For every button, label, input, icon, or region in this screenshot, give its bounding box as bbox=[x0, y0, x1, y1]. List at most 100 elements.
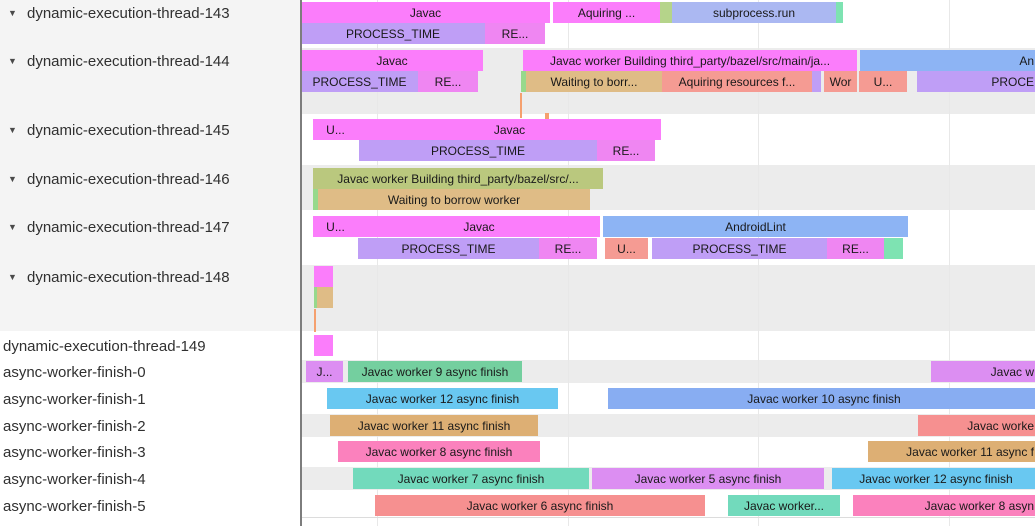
slice-label: U... bbox=[617, 241, 636, 256]
track-name-text: async-worker-finish-0 bbox=[3, 363, 146, 381]
slice-javac-worker-building-third-party-bazel-src[interactable]: Javac worker Building third_party/bazel/… bbox=[313, 168, 603, 189]
sidebar-track-label[interactable]: ▼ dynamic-execution-thread-147 bbox=[0, 217, 298, 237]
sidebar-track-label[interactable]: async-worker-finish-4 bbox=[0, 469, 301, 489]
slice-aquiring-resources-f[interactable]: Aquiring resources f... bbox=[662, 71, 812, 92]
collapse-triangle-icon[interactable]: ▼ bbox=[8, 56, 17, 66]
slice-label: Javac worker 12 async finish bbox=[365, 391, 520, 406]
slice-label: U... bbox=[326, 122, 345, 137]
slice-process-time[interactable]: PROCESS_TIME bbox=[301, 71, 418, 92]
gridline bbox=[949, 0, 950, 526]
slice-segment[interactable] bbox=[836, 2, 843, 23]
instant-marker[interactable] bbox=[520, 93, 522, 118]
slice-segment[interactable] bbox=[812, 71, 821, 92]
track-name-text: dynamic-execution-thread-144 bbox=[27, 52, 230, 70]
slice-re[interactable]: RE... bbox=[539, 238, 597, 259]
slice-label: Javac bbox=[409, 5, 442, 20]
slice-label: Javac worker Building third_party/bazel/… bbox=[549, 53, 831, 68]
slice-javac-worker-12-async-finish[interactable]: Javac worker 12 async finish bbox=[832, 468, 1035, 489]
collapse-triangle-icon[interactable]: ▼ bbox=[8, 222, 17, 232]
track-name-text: async-worker-finish-1 bbox=[3, 390, 146, 408]
slice-javac-worker-8-asyn[interactable]: Javac worker 8 asyn bbox=[853, 495, 1035, 516]
collapse-triangle-icon[interactable]: ▼ bbox=[8, 125, 17, 135]
slice-segment[interactable] bbox=[313, 189, 319, 210]
slice-process-time[interactable]: PROCESS_TIME bbox=[652, 238, 827, 259]
slice-label: Javac worker 12 async finish bbox=[859, 471, 1013, 486]
instant-marker[interactable] bbox=[314, 309, 316, 332]
sidebar-track-label[interactable]: async-worker-finish-5 bbox=[0, 496, 301, 516]
slice-j[interactable]: J... bbox=[306, 361, 343, 382]
slice-javac-worker-7-async-finish[interactable]: Javac worker 7 async finish bbox=[353, 468, 589, 489]
slice-javac-worker-11-async-f[interactable]: Javac worker 11 async f bbox=[868, 441, 1035, 462]
slice-re[interactable]: RE... bbox=[827, 238, 884, 259]
slice-proce[interactable]: PROCE bbox=[917, 71, 1035, 92]
collapse-triangle-icon[interactable]: ▼ bbox=[8, 174, 17, 184]
slice-segment[interactable] bbox=[317, 287, 333, 308]
slice-waiting-to-borrow-worker[interactable]: Waiting to borrow worker bbox=[318, 189, 590, 210]
sidebar-track-label[interactable]: ▼ dynamic-execution-thread-143 bbox=[0, 3, 298, 23]
slice-u[interactable]: U... bbox=[859, 71, 907, 92]
slice-label: Aquiring ... bbox=[577, 5, 636, 20]
slice-javac-worker-8-async-finish[interactable]: Javac worker 8 async finish bbox=[338, 441, 540, 462]
sidebar-track-label[interactable]: dynamic-execution-thread-149 bbox=[0, 336, 301, 356]
slice-re[interactable]: RE... bbox=[485, 23, 545, 44]
slice-process-time[interactable]: PROCESS_TIME bbox=[358, 238, 539, 259]
slice-androidlint[interactable]: AndroidLint bbox=[603, 216, 908, 237]
slice-javac-worke[interactable]: Javac worke bbox=[918, 415, 1035, 436]
slice-an[interactable]: An bbox=[860, 50, 1035, 71]
sidebar-track-label[interactable]: ▼ dynamic-execution-thread-145 bbox=[0, 120, 298, 140]
sidebar-track-label[interactable]: async-worker-finish-3 bbox=[0, 442, 301, 462]
slice-label: Javac bbox=[376, 53, 408, 68]
slice-re[interactable]: RE... bbox=[597, 140, 655, 161]
slice-javac[interactable]: Javac bbox=[301, 2, 550, 23]
slice-javac-worker-10-async-finish[interactable]: Javac worker 10 async finish bbox=[608, 388, 1035, 409]
slice-segment[interactable] bbox=[314, 266, 333, 287]
slice-u[interactable]: U... bbox=[313, 216, 358, 237]
slice-label: Javac worker Building third_party/bazel/… bbox=[337, 171, 579, 186]
track-name-text: dynamic-execution-thread-149 bbox=[3, 337, 206, 355]
slice-label: U... bbox=[326, 219, 345, 234]
slice-u[interactable]: U... bbox=[313, 119, 358, 140]
slice-process-time[interactable]: PROCESS_TIME bbox=[359, 140, 597, 161]
sidebar-track-label[interactable]: ▼ dynamic-execution-thread-148 bbox=[0, 267, 298, 287]
slice-label: Javac bbox=[493, 122, 526, 137]
sidebar-track-label[interactable]: async-worker-finish-0 bbox=[0, 362, 301, 382]
slice-u[interactable]: U... bbox=[605, 238, 648, 259]
slice-javac[interactable]: Javac bbox=[358, 216, 600, 237]
timeline[interactable]: Javac Aquiring ... subprocess.run PROCESS_T… bbox=[301, 0, 1035, 526]
slice-segment[interactable] bbox=[521, 71, 527, 92]
slice-wor[interactable]: Wor bbox=[824, 71, 857, 92]
sidebar-track-label[interactable]: async-worker-finish-1 bbox=[0, 389, 301, 409]
sidebar-track-label[interactable]: ▼ dynamic-execution-thread-146 bbox=[0, 169, 298, 189]
slice-segment[interactable] bbox=[314, 335, 333, 356]
sidebar-track-label[interactable]: async-worker-finish-2 bbox=[0, 416, 301, 436]
sidebar-thread-group-background bbox=[0, 0, 300, 331]
instant-marker[interactable] bbox=[545, 113, 549, 119]
collapse-triangle-icon[interactable]: ▼ bbox=[8, 8, 17, 18]
slice-label: Javac worke bbox=[967, 418, 1034, 433]
slice-javac-worker-6-async-finish[interactable]: Javac worker 6 async finish bbox=[375, 495, 705, 516]
slice-aquiring[interactable]: Aquiring ... bbox=[553, 2, 660, 23]
slice-javac[interactable]: Javac bbox=[358, 119, 661, 140]
slice-javac-worker[interactable]: Javac worker... bbox=[728, 495, 840, 516]
collapse-triangle-icon[interactable]: ▼ bbox=[8, 272, 17, 282]
slice-javac-worker-12-async-finish[interactable]: Javac worker 12 async finish bbox=[327, 388, 558, 409]
sidebar-timeline-divider[interactable] bbox=[300, 0, 302, 526]
slice-javac-w[interactable]: Javac w bbox=[931, 361, 1035, 382]
slice-label: Javac w bbox=[990, 364, 1034, 379]
slice-javac-worker-11-async-finish[interactable]: Javac worker 11 async finish bbox=[330, 415, 538, 436]
slice-waiting-to-borr[interactable]: Waiting to borr... bbox=[526, 71, 662, 92]
gridline bbox=[377, 0, 378, 526]
slice-process-time[interactable]: PROCESS_TIME bbox=[301, 23, 485, 44]
slice-subprocess-run[interactable]: subprocess.run bbox=[672, 2, 836, 23]
slice-label: Javac bbox=[463, 219, 495, 234]
slice-re[interactable]: RE... bbox=[418, 71, 478, 92]
slice-javac[interactable]: Javac bbox=[301, 50, 483, 71]
slice-javac-worker-5-async-finish[interactable]: Javac worker 5 async finish bbox=[592, 468, 824, 489]
slice-javac-worker-building-third-party-bazel-src-main-ja[interactable]: Javac worker Building third_party/bazel/… bbox=[523, 50, 857, 71]
slice-segment[interactable] bbox=[660, 2, 672, 23]
slice-segment[interactable] bbox=[884, 238, 903, 259]
sidebar-track-label[interactable]: ▼ dynamic-execution-thread-144 bbox=[0, 51, 298, 71]
slice-javac-worker-9-async-finish[interactable]: Javac worker 9 async finish bbox=[348, 361, 522, 382]
slice-label: J... bbox=[316, 364, 333, 379]
